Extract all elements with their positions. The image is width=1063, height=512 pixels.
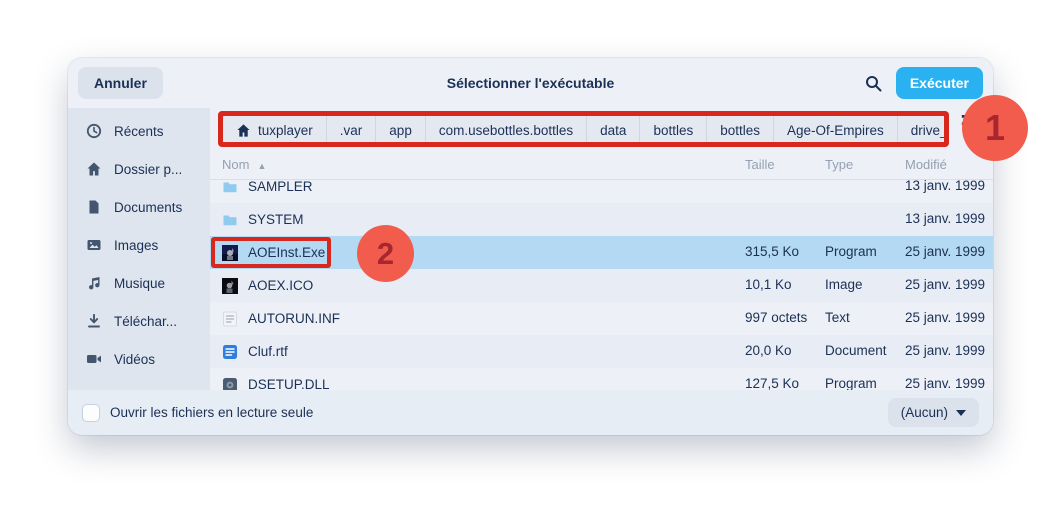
file-row-cluf[interactable]: Cluf.rtf 20,0 Ko Document 25 janv. 1999 <box>210 335 993 368</box>
sidebar-label: Musique <box>114 275 166 291</box>
sidebar-label: Récents <box>114 123 164 139</box>
file-chooser-dialog: Sélectionner l'exécutable Annuler Exécut… <box>68 58 993 435</box>
column-header-size[interactable]: Taille <box>745 157 775 172</box>
library-file-icon <box>223 377 237 390</box>
breadcrumb-item[interactable]: .var <box>326 114 377 146</box>
execute-button[interactable]: Exécuter <box>895 67 983 99</box>
table-header: Nom ▲ Taille Type Modifié <box>210 152 993 180</box>
home-icon <box>237 123 250 137</box>
download-icon <box>88 313 100 328</box>
documents-icon <box>89 200 99 214</box>
sidebar-item-images[interactable]: Images <box>68 226 210 264</box>
recent-icon <box>86 123 102 139</box>
breadcrumb-item[interactable]: app <box>376 114 426 146</box>
file-row-sampler[interactable]: SAMPLER 13 janv. 1999 <box>210 170 993 203</box>
sort-ascending-icon: ▲ <box>257 161 267 171</box>
readonly-label: Ouvrir les fichiers en lecture seule <box>110 405 314 420</box>
breadcrumb: tuxplayer .var app com.usebottles.bottle… <box>222 113 946 147</box>
folder-icon <box>223 182 237 192</box>
sidebar-label: Documents <box>114 199 183 215</box>
header-bar: Sélectionner l'exécutable Annuler Exécut… <box>68 58 993 108</box>
breadcrumb-item[interactable]: data <box>587 114 641 146</box>
sidebar-label: Images <box>114 237 159 253</box>
sidebar-label: Dossier p... <box>114 161 183 177</box>
column-header-modified[interactable]: Modifié <box>905 157 947 172</box>
executable-thumbnail-icon <box>222 244 238 261</box>
dialog-title: Sélectionner l'exécutable <box>446 75 615 91</box>
file-row-system[interactable]: SYSTEM 13 janv. 1999 <box>210 203 993 236</box>
readonly-checkbox[interactable] <box>82 403 100 422</box>
home-icon <box>87 162 101 176</box>
breadcrumb-item[interactable]: Age-Of-Empires <box>774 114 898 146</box>
search-button[interactable] <box>865 75 882 92</box>
sidebar-item-documents[interactable]: Documents <box>68 188 210 226</box>
breadcrumb-item[interactable]: bottles <box>640 114 708 146</box>
breadcrumb-item[interactable]: bottles <box>707 114 774 146</box>
breadcrumb-item-home[interactable]: tuxplayer <box>223 114 327 146</box>
breadcrumb-item[interactable]: com.usebottles.bottles <box>425 114 588 146</box>
file-row-aoex[interactable]: AOEX.ICO 10,1 Ko Image 25 janv. 1999 <box>210 269 993 302</box>
sidebar-label: Vidéos <box>114 351 156 367</box>
file-list: SAMPLER 13 janv. 1999 SYSTEM 13 janv. 19… <box>210 170 993 390</box>
places-sidebar: Récents Dossier p... Documents Images Mu… <box>68 108 210 390</box>
folder-icon <box>223 215 237 225</box>
sidebar-item-videos[interactable]: Vidéos <box>68 340 210 378</box>
search-icon <box>865 75 882 91</box>
images-icon <box>87 240 101 250</box>
music-icon <box>89 277 100 290</box>
file-row-autorun[interactable]: AUTORUN.INF 997 octets Text 25 janv. 199… <box>210 302 993 335</box>
file-browser-content: tuxplayer .var app com.usebottles.bottle… <box>210 108 993 390</box>
sidebar-item-downloads[interactable]: Téléchar... <box>68 302 210 340</box>
file-row-dsetup[interactable]: DSETUP.DLL 127,5 Ko Program 25 janv. 199… <box>210 368 993 390</box>
filter-dropdown[interactable]: (Aucun) <box>887 398 979 427</box>
footer-bar: Ouvrir les fichiers en lecture seule (Au… <box>68 390 993 435</box>
breadcrumb-label: tuxplayer <box>258 122 313 138</box>
column-header-name[interactable]: Nom ▲ <box>222 157 267 172</box>
breadcrumb-item[interactable]: drive_c <box>897 114 945 146</box>
view-menu-dots-icon[interactable]: : <box>960 109 967 130</box>
file-row-aoeinst-selected[interactable]: AOEInst.Exe 315,5 Ko Program 25 janv. 19… <box>210 236 993 269</box>
chevron-down-icon <box>956 409 966 416</box>
document-file-icon <box>223 344 237 359</box>
cancel-button[interactable]: Annuler <box>78 67 163 99</box>
sidebar-item-recents[interactable]: Récents <box>68 112 210 150</box>
column-header-type[interactable]: Type <box>825 157 854 172</box>
sidebar-item-home[interactable]: Dossier p... <box>68 150 210 188</box>
text-file-icon <box>223 311 237 326</box>
icon-file-thumbnail-icon <box>222 277 238 294</box>
sidebar-item-music[interactable]: Musique <box>68 264 210 302</box>
sidebar-label: Téléchar... <box>114 313 178 329</box>
video-icon <box>87 355 101 363</box>
